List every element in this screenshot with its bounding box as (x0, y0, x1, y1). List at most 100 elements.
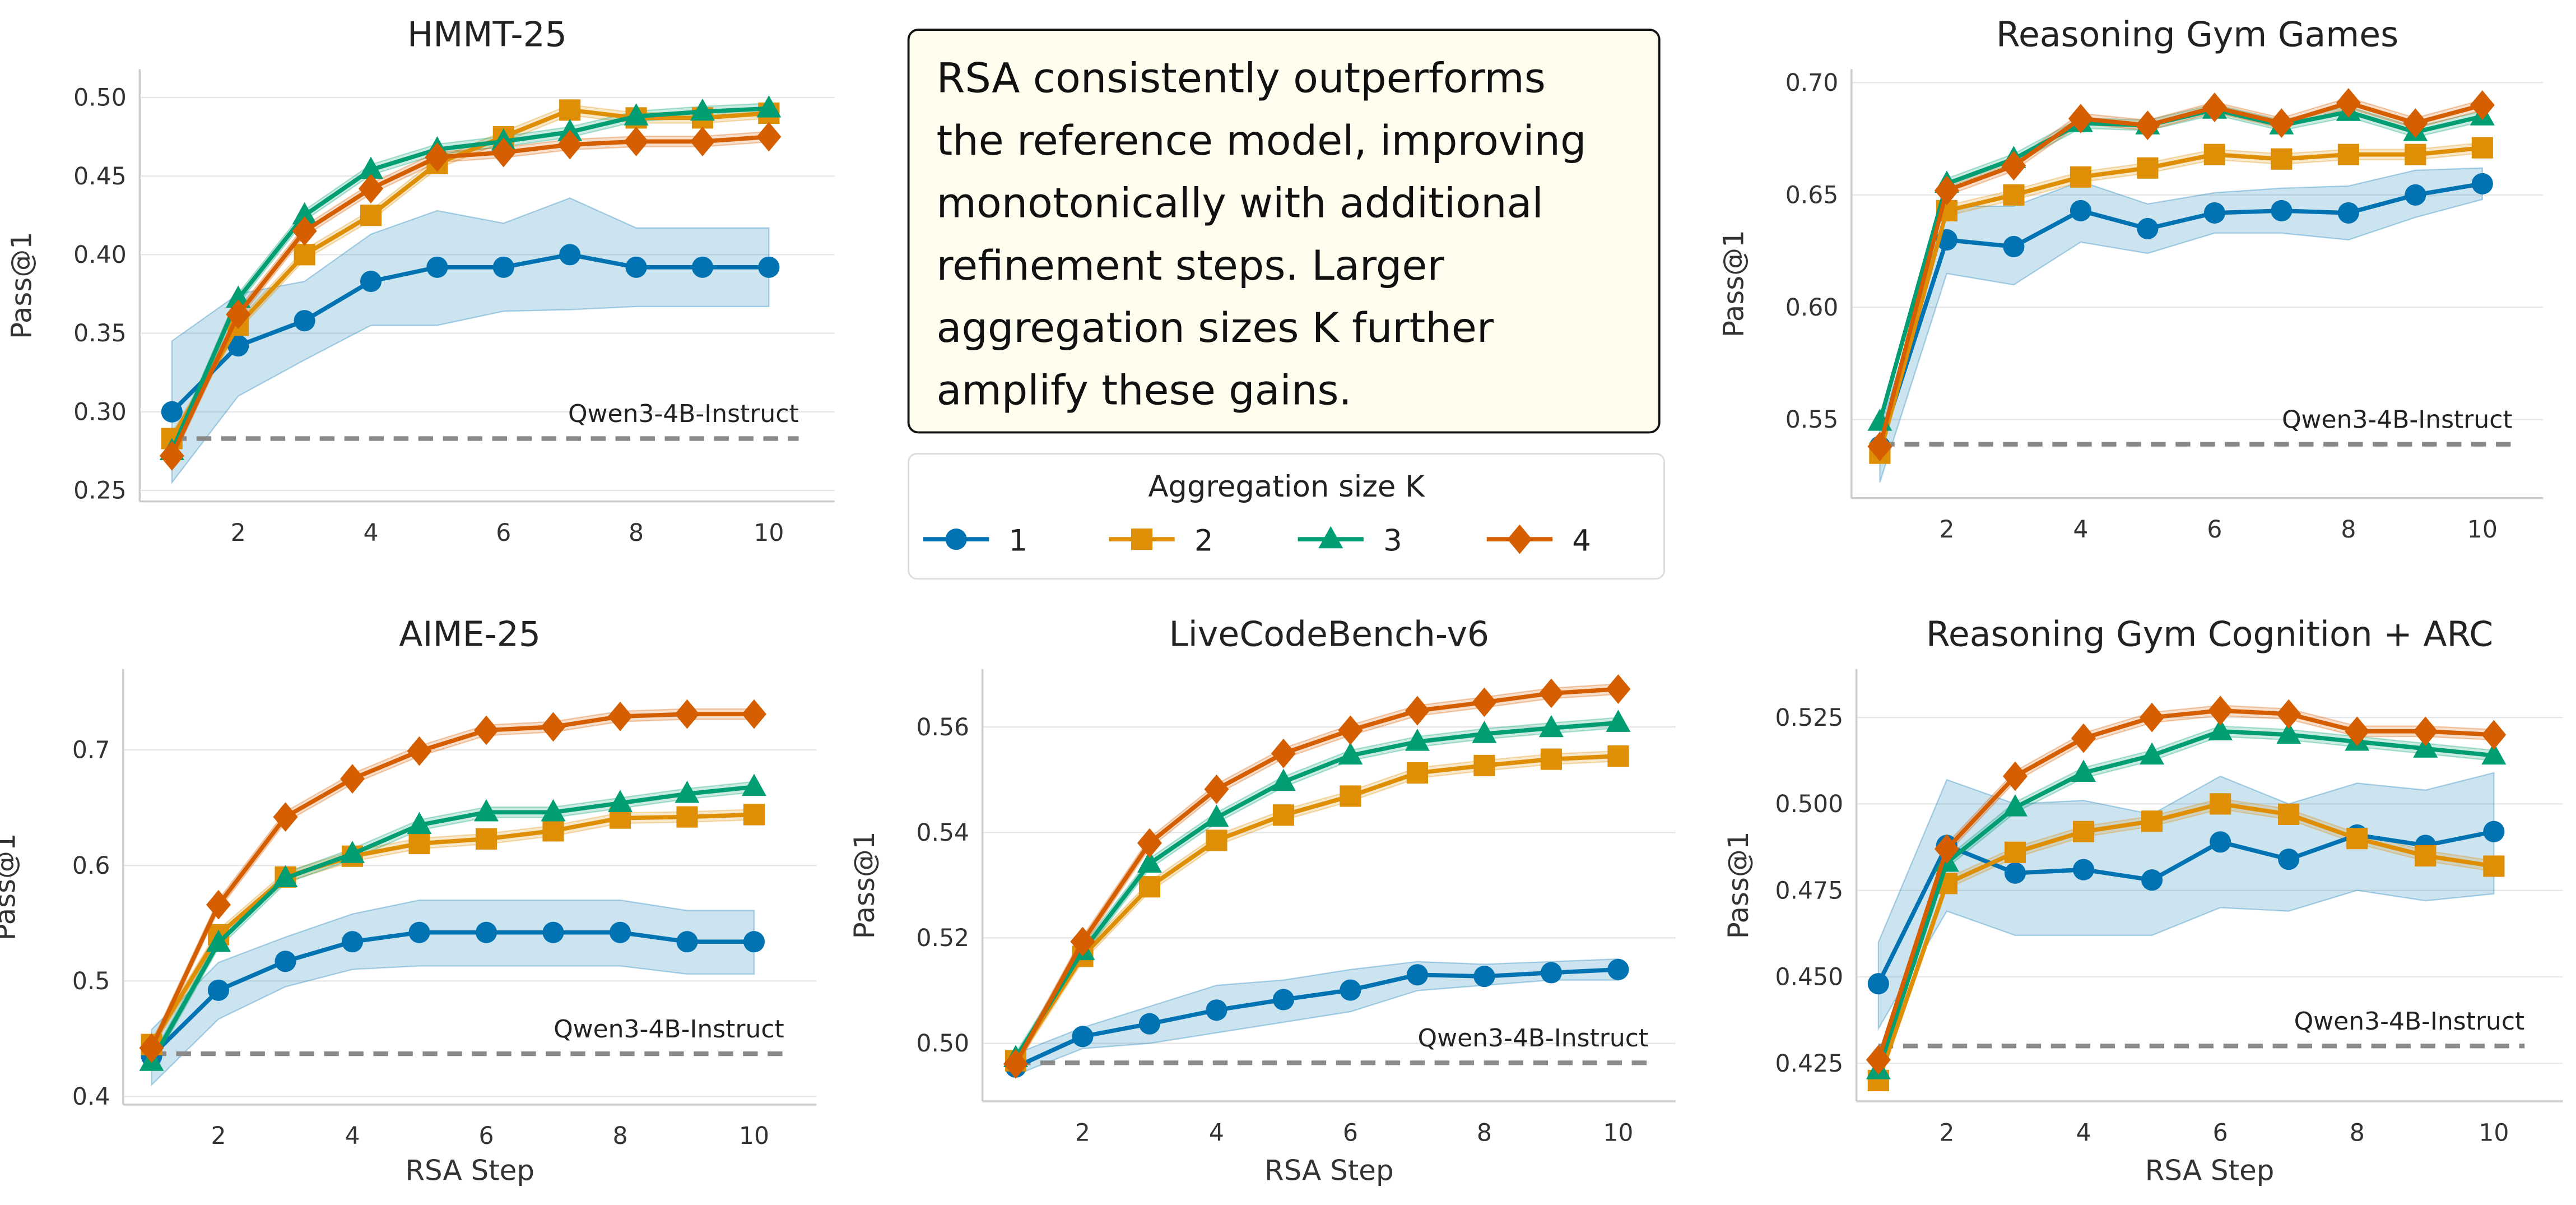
chart-title: Reasoning Gym Cognition + ARC (1926, 614, 2493, 655)
data-point-k2 (2141, 810, 2163, 832)
data-point-k2 (2072, 821, 2095, 842)
x-tick-label: 4 (363, 520, 378, 547)
legend-item-k3: 3 (1298, 524, 1402, 558)
data-point-k4 (2276, 699, 2301, 729)
data-point-k1 (360, 270, 382, 293)
x-axis-label: RSA Step (1264, 1155, 1394, 1187)
x-tick-label: 6 (496, 520, 511, 547)
data-point-k4 (407, 736, 432, 766)
chart-aime-25: 0.4 0.5 0.6 0.7 2 4 6 8 10 AIME-25 Pass@1 RSA Step Q… (0, 614, 817, 1187)
note-line: aggregation sizes K further (936, 304, 1494, 352)
data-point-k2 (2415, 845, 2436, 866)
data-point-k3 (607, 790, 633, 812)
data-point-k3 (2481, 742, 2507, 765)
baseline-label: Qwen3-4B-Instruct (1418, 1024, 1649, 1053)
baseline-label: Qwen3-4B-Instruct (554, 1015, 784, 1044)
data-point-k1 (758, 256, 780, 278)
y-tick-label: 0.525 (1775, 705, 1843, 732)
legend-title: Aggregation size K (1148, 470, 1425, 504)
data-point-k1 (294, 310, 315, 332)
x-tick-label: 10 (754, 520, 784, 547)
x-tick-label: 10 (2479, 1119, 2509, 1147)
y-tick-label: 0.500 (1775, 791, 1843, 818)
y-tick-label: 0.60 (1785, 294, 1839, 322)
y-tick-label: 0.5 (72, 968, 110, 995)
data-point-k3 (1405, 729, 1430, 751)
data-point-k2 (2337, 143, 2359, 165)
data-point-k4 (675, 699, 700, 729)
legend-frame (908, 453, 1665, 580)
y-tick-label: 0.45 (73, 163, 127, 191)
data-point-k2 (2070, 166, 2091, 188)
baseline-label: Qwen3-4B-Instruct (568, 400, 799, 428)
confidence-band-k1 (171, 197, 770, 485)
data-point-k2 (2003, 184, 2025, 206)
data-point-k4 (292, 216, 317, 246)
data-point-k1 (2004, 862, 2026, 884)
y-tick-label: 0.54 (916, 819, 969, 847)
x-tick-label: 2 (1939, 1119, 1954, 1147)
data-point-k4 (2345, 716, 2370, 747)
data-point-k1 (2003, 235, 2025, 258)
data-point-k4 (2135, 110, 2160, 141)
data-point-k3 (1538, 715, 1564, 738)
data-point-k1 (2072, 859, 2095, 880)
series-line-k1 (1876, 829, 2495, 985)
x-tick-label: 8 (1477, 1119, 1492, 1147)
y-tick-label: 0.40 (73, 242, 127, 269)
note-box: RSA consistently outperforms the referen… (907, 29, 1661, 434)
data-point-k4 (624, 127, 649, 156)
legend-label: 1 (1008, 524, 1027, 558)
series-line-k1 (1877, 182, 2483, 447)
data-point-k4 (756, 122, 782, 152)
data-point-k2 (2137, 157, 2159, 179)
y-tick-label: 0.55 (1785, 406, 1839, 434)
chart-reasoning-gym-cognition-arc: 0.425 0.450 0.475 0.500 0.525 2 4 6 8 10 Reasoning… (1722, 614, 2563, 1187)
data-point-k3 (2413, 735, 2438, 758)
series-line-k4 (150, 712, 754, 1049)
y-tick-label: 0.56 (916, 714, 969, 741)
chart-title: AIME-25 (399, 614, 541, 655)
series-line-k2 (1876, 801, 2494, 1082)
confidence-band-k1 (151, 899, 755, 1087)
data-point-k4 (1003, 1049, 1028, 1079)
data-point-k3 (358, 156, 383, 179)
data-point-k3 (1606, 710, 1631, 732)
data-point-k1 (609, 921, 631, 943)
data-point-k2 (2405, 143, 2426, 165)
x-tick-label: 2 (211, 1123, 226, 1150)
legend-item-k4: 4 (1486, 524, 1591, 558)
data-point-k3 (206, 929, 231, 952)
data-point-k4 (1338, 715, 1363, 745)
y-tick-label: 0.70 (1785, 69, 1839, 97)
data-point-k1 (2070, 200, 2091, 221)
x-tick-label: 6 (478, 1123, 494, 1150)
data-point-k3 (340, 841, 365, 863)
data-point-k4 (2140, 702, 2165, 733)
data-point-k4 (2202, 92, 2227, 122)
data-point-k4 (541, 712, 566, 742)
y-axis-label: Pass@1 (1717, 230, 1750, 337)
data-point-k3 (1271, 768, 1296, 791)
y-tick-label: 0.7 (72, 737, 110, 764)
data-point-k2 (1340, 785, 1361, 807)
data-point-k2 (294, 244, 315, 266)
series-line-k1 (170, 252, 769, 414)
data-point-k4 (1866, 1045, 1891, 1075)
series-line-k2 (150, 812, 755, 1046)
data-point-k1 (1138, 1013, 1161, 1035)
data-point-k1 (743, 931, 765, 953)
data-point-k1 (1272, 989, 1294, 1011)
y-axis-label: Pass@1 (1722, 831, 1755, 939)
data-point-k1 (341, 931, 364, 953)
y-tick-label: 0.50 (73, 85, 127, 112)
x-tick-label: 8 (612, 1123, 627, 1150)
x-tick-label: 6 (1343, 1119, 1358, 1147)
series-line-k3 (170, 106, 769, 452)
data-point-k1 (2203, 202, 2225, 224)
legend-marker-square-icon (1131, 529, 1153, 550)
confidence-band-k1 (1015, 958, 1619, 1076)
data-point-k1 (1540, 962, 1562, 984)
data-point-k3 (2071, 759, 2096, 782)
